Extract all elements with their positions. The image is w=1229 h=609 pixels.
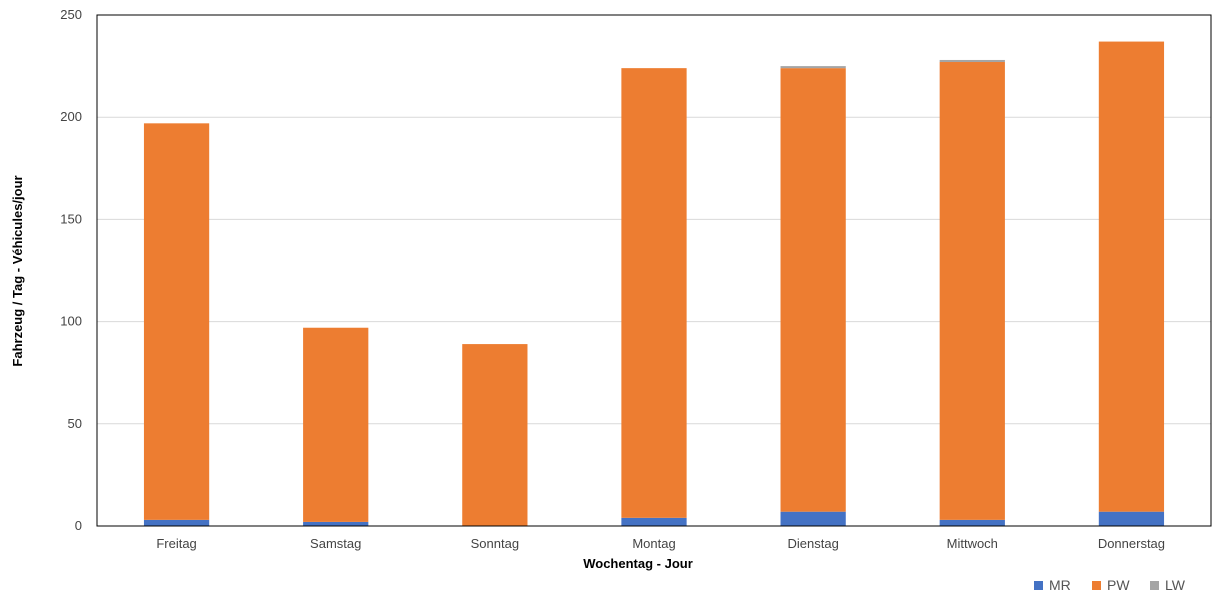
y-tick-label: 200 xyxy=(60,109,82,124)
bar-mr xyxy=(780,511,846,526)
bars xyxy=(143,41,1165,526)
bar-mr xyxy=(621,517,687,526)
bar-lw xyxy=(780,66,846,69)
y-tick-label: 150 xyxy=(60,211,82,226)
bar-pw xyxy=(462,344,528,526)
y-tick-labels: 0 50 100 150 200 250 xyxy=(60,7,82,533)
bar-pw xyxy=(143,123,210,520)
bar-lw xyxy=(939,59,1005,63)
x-tick-label: Montag xyxy=(632,536,675,551)
bar-mr xyxy=(1098,511,1165,526)
bar-pw xyxy=(303,327,369,522)
legend-swatch-mr xyxy=(1034,581,1043,590)
legend-label-mr: MR xyxy=(1049,577,1071,593)
y-axis-title: Fahrzeug / Tag - Véhicules/jour xyxy=(10,175,25,366)
bar-pw xyxy=(1098,41,1165,512)
y-tick-label: 100 xyxy=(60,314,82,329)
x-tick-label: Dienstag xyxy=(787,536,838,551)
legend-swatch-pw xyxy=(1092,581,1101,590)
bar-pw xyxy=(780,68,846,512)
x-tick-labels: Freitag Samstag Sonntag Montag Dienstag Mittw… xyxy=(156,536,1165,551)
bar-pw xyxy=(939,62,1005,520)
legend-swatch-lw xyxy=(1150,581,1159,590)
x-tick-label: Mittwoch xyxy=(947,536,998,551)
y-tick-label: 250 xyxy=(60,7,82,22)
x-tick-label: Donnerstag xyxy=(1098,536,1165,551)
legend: MR PW LW xyxy=(1034,577,1186,593)
bar-mr xyxy=(939,519,1005,526)
legend-label-lw: LW xyxy=(1165,577,1186,593)
plot-frame xyxy=(96,14,1212,527)
bar-pw xyxy=(621,68,687,518)
x-axis-title: Wochentag - Jour xyxy=(583,556,693,571)
x-tick-label: Sonntag xyxy=(471,536,519,551)
y-tick-label: 0 xyxy=(75,518,82,533)
x-tick-label: Freitag xyxy=(156,536,196,551)
x-tick-label: Samstag xyxy=(310,536,361,551)
legend-label-pw: PW xyxy=(1107,577,1130,593)
y-tick-label: 50 xyxy=(68,416,82,431)
bar-mr xyxy=(303,521,369,526)
bar-mr xyxy=(143,519,210,526)
